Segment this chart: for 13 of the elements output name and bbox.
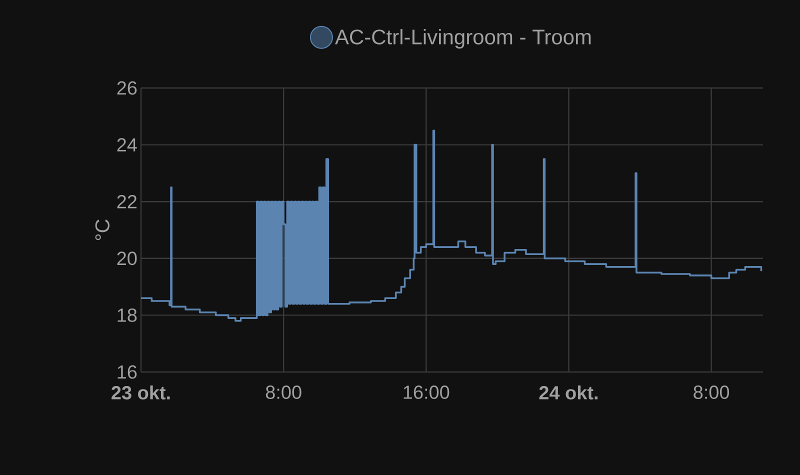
x-tick-label: 23 okt.	[112, 386, 170, 400]
x-tick-label: 24 okt.	[539, 386, 598, 400]
x-tick-label: 8:00	[694, 386, 730, 399]
legend-label: AC-Ctrl-Livingroom - Troom	[335, 29, 591, 49]
y-tick-label: 22	[117, 194, 137, 208]
y-axis-title: °C	[95, 220, 110, 240]
y-tick-label: 18	[118, 308, 137, 322]
x-tick-label: 16:00	[404, 386, 450, 399]
y-tick-label: 26	[117, 81, 137, 95]
x-tick-label: 8:00	[266, 386, 302, 399]
y-tick-label: 24	[117, 138, 137, 152]
y-tick-label: 20	[117, 252, 137, 266]
y-tick-label: 16	[118, 365, 137, 379]
